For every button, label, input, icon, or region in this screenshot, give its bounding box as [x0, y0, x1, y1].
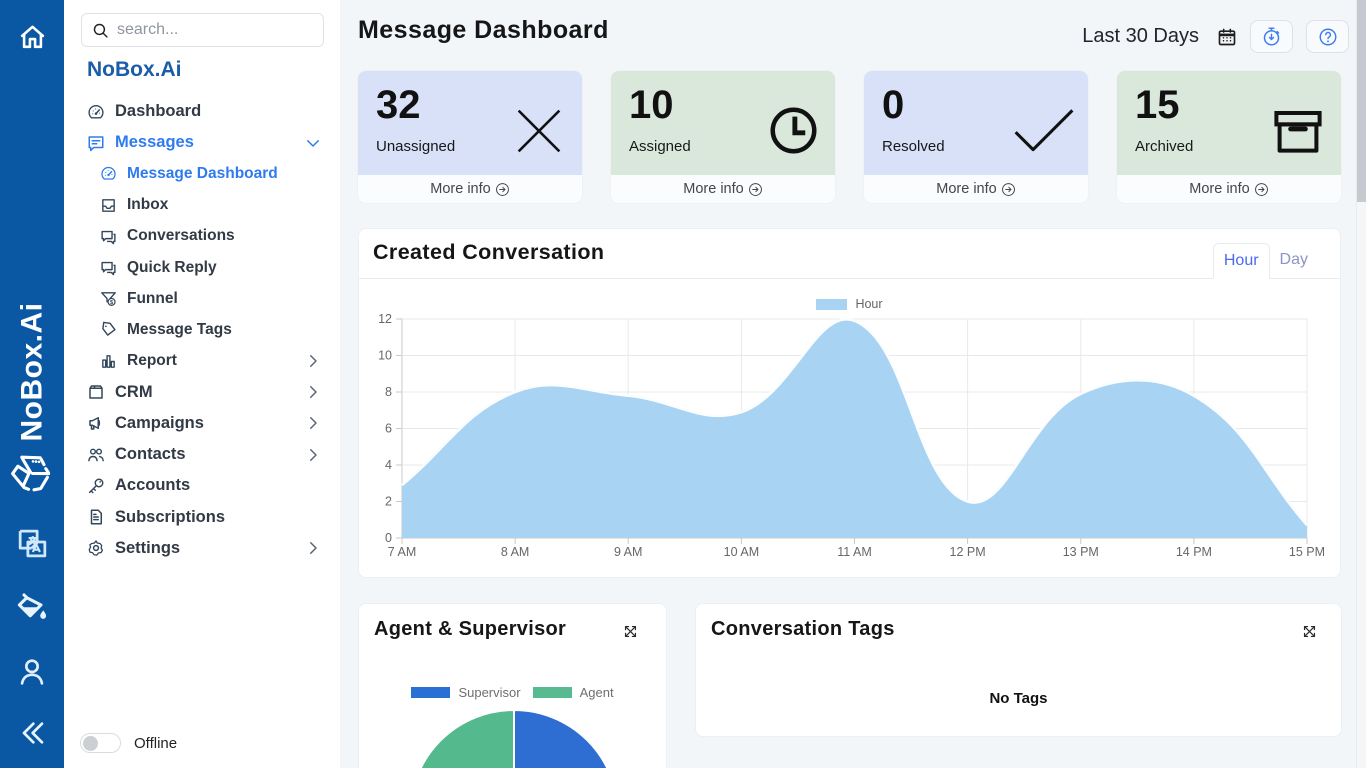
svg-text:8 AM: 8 AM: [501, 545, 529, 559]
svg-text:10: 10: [378, 349, 392, 363]
svg-text:$: $: [110, 300, 114, 306]
svg-text:15 PM: 15 PM: [1289, 545, 1325, 559]
svg-text:9 AM: 9 AM: [614, 545, 643, 559]
svg-text:0: 0: [385, 531, 392, 545]
svg-text:7 AM: 7 AM: [388, 545, 417, 559]
svg-text:8: 8: [385, 385, 392, 399]
svg-text:14 PM: 14 PM: [1176, 545, 1212, 559]
svg-text:11 AM: 11 AM: [837, 545, 872, 559]
svg-text:6: 6: [385, 422, 392, 436]
svg-text:10 AM: 10 AM: [724, 545, 759, 559]
svg-text:4: 4: [385, 458, 392, 472]
svg-text:12 PM: 12 PM: [950, 545, 986, 559]
svg-text:12: 12: [378, 312, 392, 326]
svg-text:13 PM: 13 PM: [1063, 545, 1099, 559]
svg-text:2: 2: [385, 495, 392, 509]
